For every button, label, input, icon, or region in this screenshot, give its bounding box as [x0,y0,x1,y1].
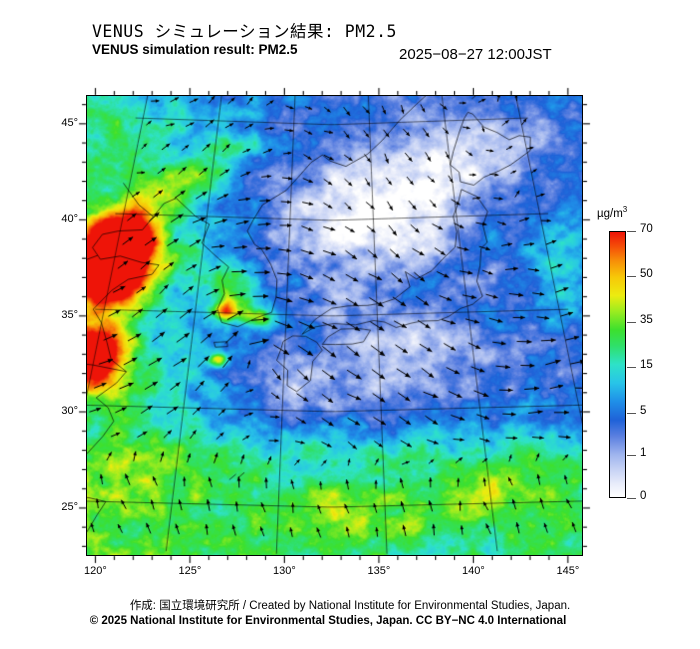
map-plot-frame [86,95,583,556]
colorbar-unit-label: µg/m3 [597,205,627,220]
colorbar-tick-15 [627,367,636,369]
lat-tick-label-40: 40° [61,212,78,225]
colorbar-label-50: 50 [640,268,653,281]
colorbar-tick-1 [627,455,636,457]
colorbar-tick-0 [627,498,636,499]
lon-tick-label-140: 140° [462,565,485,577]
lat-tick-label-25: 25° [61,500,78,513]
colorbar-unit-text: µg/m [597,207,623,220]
colorbar-label-70: 70 [640,223,653,235]
lon-tick-label-135: 135° [367,565,391,577]
footer-attribution: 作成: 国立環境研究所 / Created by National Instit… [129,600,571,612]
colorbar-tick-5 [627,412,636,414]
lat-tick-label-30: 30° [61,404,78,417]
colorbar-tick-50 [627,276,636,278]
lon-tick-label-125: 125° [178,565,202,577]
colorbar-gradient [609,231,626,498]
lat-tick-label-35: 35° [61,308,78,321]
footer-copyright: © 2025 National Institute for Environmen… [89,615,567,627]
page-title-english: VENUS simulation result: PM2.5 [92,42,298,57]
page-title-japanese: VENUS シミュレーション結果: PM2.5 [92,22,397,41]
pm25-concentration-map [87,96,582,555]
colorbar-label-15: 15 [640,359,653,372]
colorbar-unit-exponent: 3 [622,205,628,214]
colorbar-label-1: 1 [640,447,647,460]
colorbar-label-0: 0 [640,490,647,502]
colorbar-label-35: 35 [640,313,653,326]
lon-tick-label-120: 120° [84,565,107,577]
lon-tick-label-145: 145° [556,565,580,577]
timestamp-label: 2025−08−27 12:00JST [399,46,552,63]
colorbar-tick-35 [627,321,636,323]
lat-tick-label-45: 45° [61,116,78,129]
colorbar-tick-70 [627,231,636,232]
lon-tick-label-130: 130° [273,565,296,577]
colorbar-label-5: 5 [640,404,647,417]
